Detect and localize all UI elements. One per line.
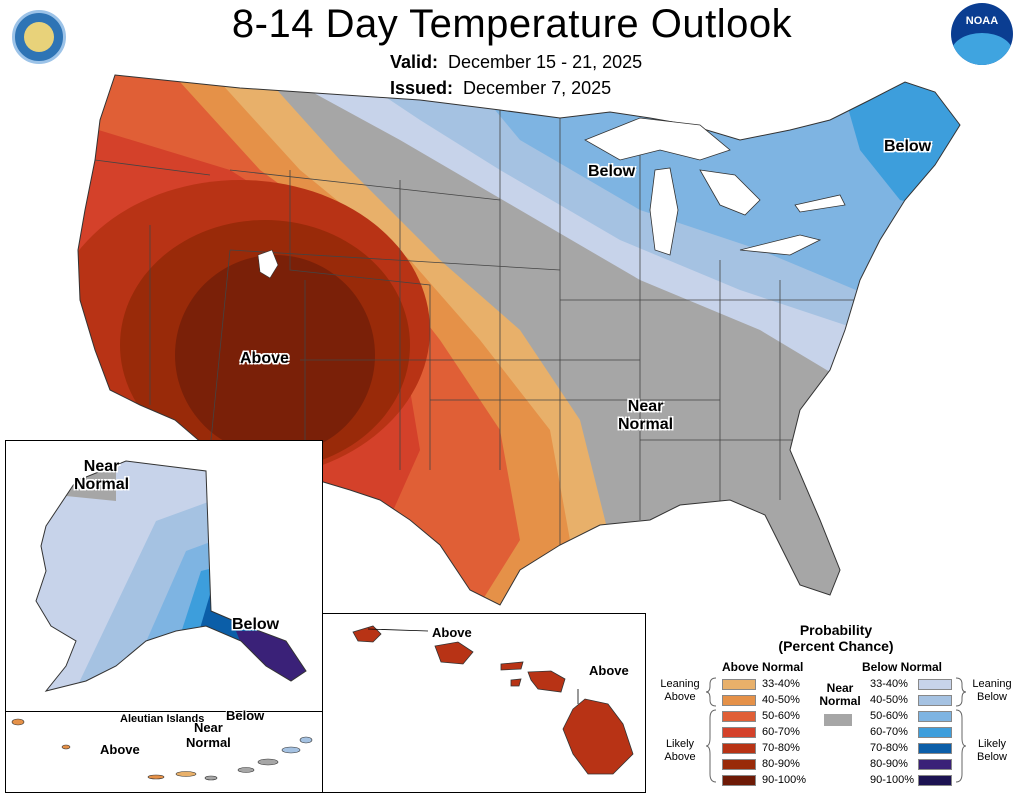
label-aleutian-above: Above <box>100 742 140 757</box>
label-aleutian-near-normal: Near Normal <box>186 720 231 750</box>
label-alaska-near-normal: Near Normal <box>74 458 130 493</box>
legend-braces <box>705 677 967 783</box>
valid-dates: Valid: December 15 - 21, 2025 <box>390 52 642 73</box>
hawaii-inset <box>322 613 646 793</box>
legend-below-row: 60-70% <box>870 724 952 740</box>
legend-above-range-label: 80-90% <box>762 758 800 770</box>
legend-title: Probability (Percent Chance) <box>778 622 894 654</box>
label-near-normal: Near Normal <box>618 398 674 433</box>
issued-label: Issued: <box>390 78 454 98</box>
legend-above-row: 60-70% <box>722 724 810 740</box>
label-below-northeast: Below <box>884 138 932 155</box>
legend-near-normal: Near Normal <box>819 681 861 708</box>
label-below-great-lakes: Below <box>588 163 636 180</box>
legend-below-range-label: 33-40% <box>870 678 908 690</box>
legend-above-row: 90-100% <box>722 772 810 788</box>
legend-above-swatch <box>722 742 756 754</box>
legend-below-swatch <box>918 710 952 722</box>
legend-above-range-label: 70-80% <box>762 742 800 754</box>
label-aleutian-islands: Aleutian Islands <box>120 713 205 725</box>
legend-above-swatch <box>722 726 756 738</box>
legend-below-swatch <box>918 694 952 706</box>
legend-below-swatch <box>918 774 952 786</box>
legend-below-swatch <box>918 726 952 738</box>
legend-above-swatch <box>722 694 756 706</box>
map-title: 8-14 Day Temperature Outlook <box>231 2 793 46</box>
legend-above-swatch <box>722 710 756 722</box>
legend-below-range-label: 60-70% <box>870 726 908 738</box>
legend-below-heading: Below Normal <box>862 660 943 674</box>
legend-below-range-label: 50-60% <box>870 710 908 722</box>
legend-above-range-label: 33-40% <box>762 678 800 690</box>
legend-above-swatch <box>722 758 756 770</box>
label-alaska-below: Below <box>232 616 280 633</box>
legend-above-row: 40-50% <box>722 692 810 708</box>
aleutian-map <box>11 718 313 781</box>
legend-above-row: 80-90% <box>722 756 810 772</box>
legend-likely-above: Likely Above <box>664 738 696 763</box>
hawaii-map <box>352 625 634 775</box>
probability-legend: Probability (Percent Chance) Above Normal… <box>650 620 1022 792</box>
legend-below-swatch <box>918 742 952 754</box>
legend-above-heading: Above Normal <box>722 660 804 674</box>
valid-label: Valid: <box>390 52 439 72</box>
label-hawaii-above-kauai: Above <box>432 625 472 640</box>
legend-below-row: 40-50% <box>870 692 952 708</box>
commerce-seal-icon <box>12 10 66 64</box>
valid-value: December 15 - 21, 2025 <box>448 52 643 72</box>
legend-above-range-label: 90-100% <box>762 774 807 786</box>
legend-below-row: 70-80% <box>870 740 952 756</box>
aleutian-inset <box>5 711 323 793</box>
legend-above-swatch <box>722 678 756 690</box>
legend-above-range-label: 40-50% <box>762 694 800 706</box>
legend-below-swatch <box>918 678 952 690</box>
label-above-west: Above <box>240 350 289 367</box>
legend-likely-below: Likely Below <box>977 738 1007 763</box>
legend-below-row: 50-60% <box>870 708 952 724</box>
legend-above-range-label: 60-70% <box>762 726 800 738</box>
alaska-map <box>35 460 307 692</box>
legend-below-row: 80-90% <box>870 756 952 772</box>
legend-below-row: 33-40% <box>870 676 952 692</box>
legend-leaning-above: Leaning Above <box>660 678 700 703</box>
legend-above-range-label: 50-60% <box>762 710 800 722</box>
legend-below-range-label: 70-80% <box>870 742 908 754</box>
legend-near-normal-swatch <box>824 714 852 726</box>
alaska-inset <box>5 440 323 712</box>
legend-below-range-label: 40-50% <box>870 694 908 706</box>
legend-leaning-below: Leaning Below <box>972 678 1012 703</box>
conus-map <box>77 74 961 606</box>
legend-below-row: 90-100% <box>870 772 952 788</box>
legend-above-row: 70-80% <box>722 740 810 756</box>
legend-above-swatch <box>722 774 756 786</box>
issued-date: Issued: December 7, 2025 <box>390 78 611 99</box>
legend-below-swatch <box>918 758 952 770</box>
noaa-logo-icon: NOAA <box>951 3 1013 65</box>
legend-above-row: 50-60% <box>722 708 810 724</box>
issued-value: December 7, 2025 <box>463 78 612 98</box>
label-aleutian-below: Below <box>226 708 265 723</box>
label-hawaii-above-big-island: Above <box>589 663 629 678</box>
legend-below-range-label: 90-100% <box>870 774 915 786</box>
legend-above-row: 33-40% <box>722 676 810 692</box>
legend-below-range-label: 80-90% <box>870 758 908 770</box>
